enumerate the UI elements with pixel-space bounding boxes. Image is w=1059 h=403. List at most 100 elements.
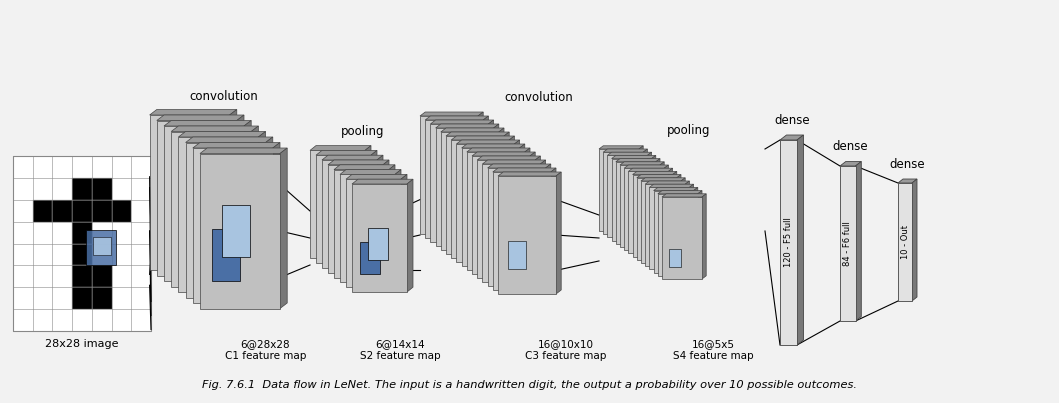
Polygon shape xyxy=(651,156,656,241)
Polygon shape xyxy=(694,187,698,272)
FancyBboxPatch shape xyxy=(93,237,111,255)
FancyBboxPatch shape xyxy=(456,144,515,262)
Polygon shape xyxy=(681,178,685,263)
Polygon shape xyxy=(912,179,917,301)
FancyBboxPatch shape xyxy=(426,120,483,238)
Polygon shape xyxy=(258,131,266,292)
Polygon shape xyxy=(639,146,643,231)
Polygon shape xyxy=(702,194,706,279)
Polygon shape xyxy=(645,181,689,184)
FancyBboxPatch shape xyxy=(72,222,92,243)
FancyBboxPatch shape xyxy=(483,164,540,282)
Polygon shape xyxy=(628,168,672,171)
FancyBboxPatch shape xyxy=(478,160,535,278)
Polygon shape xyxy=(668,168,672,253)
Polygon shape xyxy=(599,146,643,149)
Text: convolution: convolution xyxy=(190,90,258,103)
Polygon shape xyxy=(643,149,647,234)
FancyBboxPatch shape xyxy=(72,178,92,200)
Polygon shape xyxy=(200,148,287,154)
Polygon shape xyxy=(193,143,280,148)
FancyBboxPatch shape xyxy=(72,287,92,309)
FancyBboxPatch shape xyxy=(92,287,111,309)
FancyBboxPatch shape xyxy=(653,191,694,272)
Polygon shape xyxy=(525,148,530,270)
FancyBboxPatch shape xyxy=(498,176,556,294)
FancyBboxPatch shape xyxy=(645,184,685,266)
Polygon shape xyxy=(685,181,689,266)
Polygon shape xyxy=(504,132,509,254)
Polygon shape xyxy=(478,112,483,234)
Polygon shape xyxy=(456,140,520,144)
Polygon shape xyxy=(178,131,266,137)
FancyBboxPatch shape xyxy=(451,140,509,258)
FancyBboxPatch shape xyxy=(487,168,545,286)
Text: 28x28 image: 28x28 image xyxy=(46,339,119,349)
Polygon shape xyxy=(280,148,287,309)
FancyBboxPatch shape xyxy=(624,168,664,250)
FancyBboxPatch shape xyxy=(352,184,407,292)
FancyBboxPatch shape xyxy=(604,152,643,234)
Polygon shape xyxy=(658,191,702,194)
Polygon shape xyxy=(672,171,677,257)
Text: dense: dense xyxy=(890,158,926,171)
Polygon shape xyxy=(426,116,488,120)
Polygon shape xyxy=(365,145,371,258)
Polygon shape xyxy=(656,159,660,244)
FancyBboxPatch shape xyxy=(492,172,551,290)
FancyBboxPatch shape xyxy=(178,137,258,292)
Polygon shape xyxy=(483,116,488,238)
Polygon shape xyxy=(316,150,377,155)
FancyBboxPatch shape xyxy=(72,200,92,222)
Polygon shape xyxy=(840,162,861,166)
Polygon shape xyxy=(649,184,694,187)
FancyBboxPatch shape xyxy=(599,149,639,231)
FancyBboxPatch shape xyxy=(608,156,647,237)
FancyBboxPatch shape xyxy=(334,170,389,278)
Polygon shape xyxy=(478,156,540,160)
Polygon shape xyxy=(509,136,515,258)
Polygon shape xyxy=(660,162,664,247)
Polygon shape xyxy=(551,168,556,290)
Polygon shape xyxy=(662,194,706,197)
FancyBboxPatch shape xyxy=(780,140,797,345)
Polygon shape xyxy=(185,137,273,143)
FancyBboxPatch shape xyxy=(212,229,240,280)
Polygon shape xyxy=(636,174,681,178)
FancyBboxPatch shape xyxy=(446,136,504,254)
FancyBboxPatch shape xyxy=(193,148,273,303)
FancyBboxPatch shape xyxy=(92,265,111,287)
FancyBboxPatch shape xyxy=(86,231,115,265)
FancyBboxPatch shape xyxy=(322,160,377,268)
Text: convolution: convolution xyxy=(504,91,573,104)
Polygon shape xyxy=(677,174,681,260)
Polygon shape xyxy=(346,174,407,179)
Text: 16@5x5
S4 feature map: 16@5x5 S4 feature map xyxy=(674,339,754,361)
FancyBboxPatch shape xyxy=(628,171,668,253)
Polygon shape xyxy=(664,165,668,250)
Polygon shape xyxy=(230,110,237,270)
Polygon shape xyxy=(780,135,804,140)
Polygon shape xyxy=(797,135,804,345)
FancyBboxPatch shape xyxy=(662,197,702,279)
FancyBboxPatch shape xyxy=(310,150,365,258)
Polygon shape xyxy=(430,120,493,124)
Polygon shape xyxy=(535,156,540,278)
Polygon shape xyxy=(383,160,389,273)
Text: 120 - F5 full: 120 - F5 full xyxy=(784,218,793,268)
FancyBboxPatch shape xyxy=(669,249,681,267)
Polygon shape xyxy=(172,126,258,131)
FancyBboxPatch shape xyxy=(430,124,488,242)
Polygon shape xyxy=(441,128,504,132)
Polygon shape xyxy=(377,155,383,268)
Polygon shape xyxy=(632,171,677,174)
Polygon shape xyxy=(237,115,244,276)
Polygon shape xyxy=(624,165,668,168)
Polygon shape xyxy=(164,120,251,126)
Text: 6@14x14
S2 feature map: 6@14x14 S2 feature map xyxy=(360,339,441,361)
Polygon shape xyxy=(515,140,520,262)
Polygon shape xyxy=(395,170,401,283)
Polygon shape xyxy=(446,132,509,136)
Polygon shape xyxy=(641,178,685,181)
Polygon shape xyxy=(435,124,499,128)
